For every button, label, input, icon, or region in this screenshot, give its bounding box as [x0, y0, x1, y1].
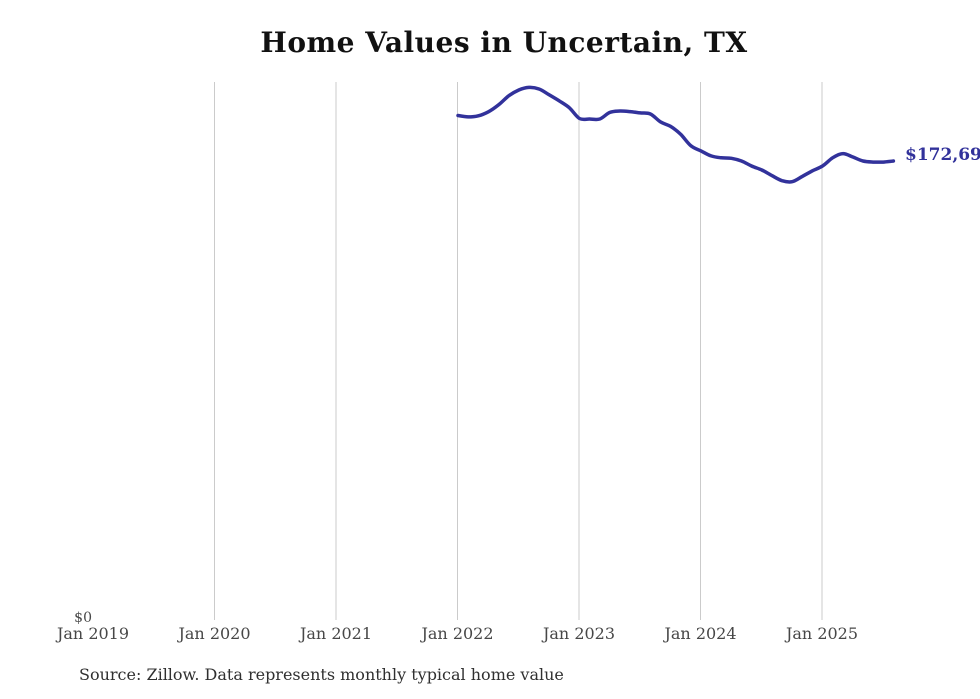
x-tick-label-2025: Jan 2025 — [785, 624, 859, 643]
x-tick-label-2022: Jan 2022 — [421, 624, 494, 643]
x-tick-label-2020: Jan 2020 — [178, 624, 251, 643]
chart-title: Home Values in Uncertain, TX — [260, 26, 748, 59]
source-note: Source: Zillow. Data represents monthly … — [79, 665, 564, 684]
x-tick-label-2024: Jan 2024 — [664, 624, 737, 643]
home-value-line — [456, 85, 896, 184]
x-tick-label-2021: Jan 2021 — [299, 624, 373, 643]
x-tick-label-2023: Jan 2023 — [542, 624, 616, 643]
x-tick-label-2019: Jan 2019 — [56, 624, 130, 643]
latest-value-label: $172,699 — [905, 145, 980, 165]
y-axis-zero-label: $0 — [74, 610, 92, 626]
